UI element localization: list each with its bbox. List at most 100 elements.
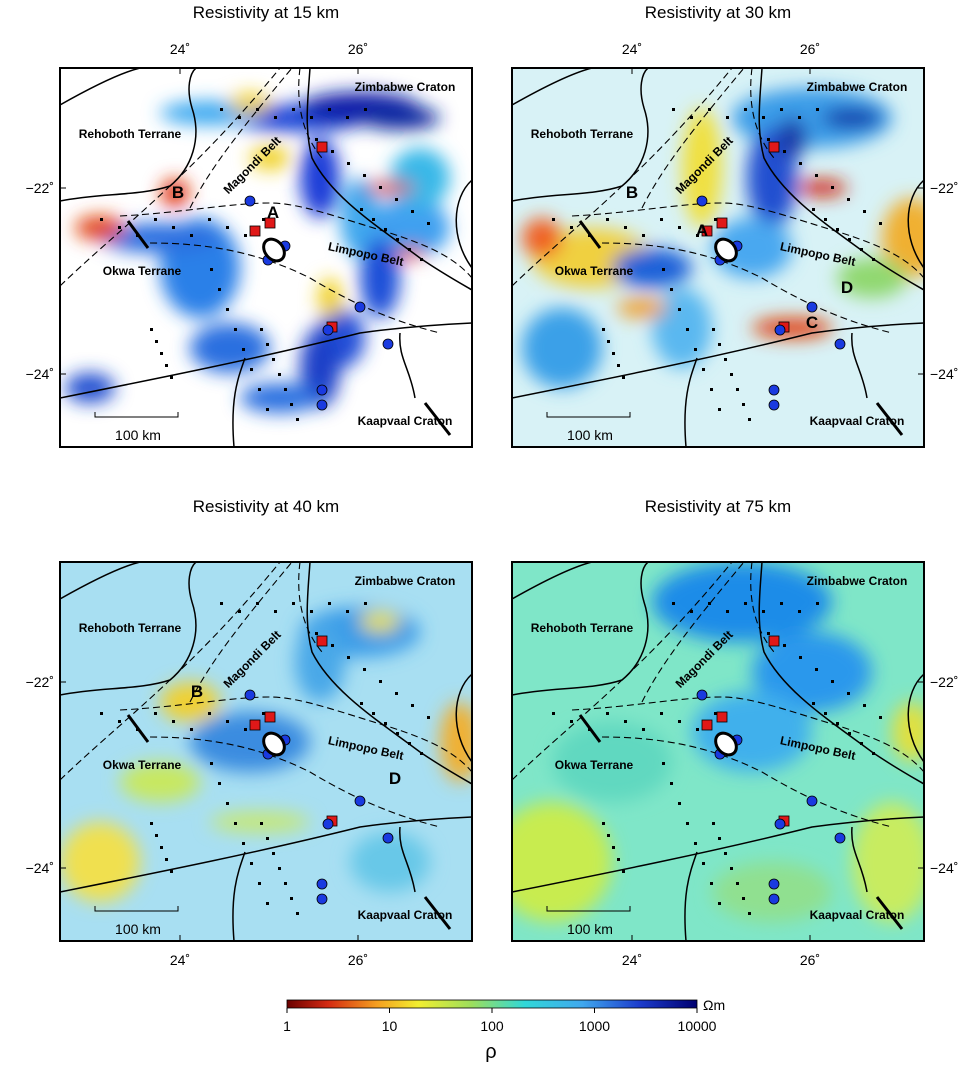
station: [262, 218, 265, 221]
station: [364, 108, 367, 111]
feature-letter: A: [267, 203, 279, 222]
station: [310, 116, 313, 119]
station: [690, 116, 693, 119]
station: [612, 846, 615, 849]
station: [284, 882, 287, 885]
station: [272, 358, 275, 361]
station: [863, 704, 866, 707]
station: [780, 108, 783, 111]
station: [360, 702, 363, 705]
panel-title: Resistivity at 40 km: [193, 497, 339, 516]
resistivity-blob: [365, 182, 415, 194]
scale-label: 100 km: [115, 921, 161, 937]
station: [730, 867, 733, 870]
station: [372, 712, 375, 715]
station: [150, 328, 153, 331]
feature-letter: C: [806, 313, 818, 332]
site-circle: [697, 196, 707, 206]
station: [742, 403, 745, 406]
station: [346, 610, 349, 613]
colorbar-tick-label: 1000: [579, 1018, 610, 1034]
station: [872, 258, 875, 261]
station: [328, 108, 331, 111]
station: [836, 722, 839, 725]
station: [118, 720, 121, 723]
station: [712, 328, 715, 331]
station: [815, 174, 818, 177]
station: [363, 668, 366, 671]
station: [190, 728, 193, 731]
station: [420, 258, 423, 261]
region-label: Rehoboth Terrane: [79, 621, 182, 635]
colorbar: [287, 1000, 697, 1008]
scale-label: 100 km: [115, 427, 161, 443]
region-label: Okwa Terrane: [555, 758, 634, 772]
feature-letter: D: [841, 278, 853, 297]
station: [155, 340, 158, 343]
station: [798, 116, 801, 119]
station: [274, 116, 277, 119]
region-label: Okwa Terrane: [103, 758, 182, 772]
station: [670, 288, 673, 291]
region-label: Kaapvaal Craton: [810, 908, 905, 922]
station: [347, 162, 350, 165]
resistivity-blob: [652, 562, 832, 642]
site-circle: [323, 325, 333, 335]
station: [331, 644, 334, 647]
station: [767, 632, 770, 635]
station: [310, 610, 313, 613]
resistivity-blob: [797, 180, 847, 196]
station: [154, 712, 157, 715]
station: [724, 852, 727, 855]
x-tick-label: 26˚: [348, 952, 368, 968]
station: [363, 174, 366, 177]
site-circle: [383, 339, 393, 349]
station: [815, 668, 818, 671]
station: [328, 602, 331, 605]
station: [274, 610, 277, 613]
feature-letter: D: [389, 769, 401, 788]
x-tick-label: 24˚: [170, 952, 190, 968]
station: [702, 862, 705, 865]
site-square: [317, 142, 327, 152]
station: [860, 742, 863, 745]
station: [736, 882, 739, 885]
region-label: Kaapvaal Craton: [358, 414, 453, 428]
scale-label: 100 km: [567, 427, 613, 443]
region-label: Rehoboth Terrane: [531, 127, 634, 141]
station: [408, 248, 411, 251]
region-label: Kaapvaal Craton: [810, 414, 905, 428]
y-tick-label: −24˚: [26, 366, 54, 382]
station: [242, 348, 245, 351]
resistivity-blob: [240, 383, 320, 413]
station: [624, 226, 627, 229]
site-circle: [775, 819, 785, 829]
station: [364, 602, 367, 605]
station: [160, 846, 163, 849]
station: [266, 837, 269, 840]
station: [607, 340, 610, 343]
station: [642, 234, 645, 237]
panel-title: Resistivity at 15 km: [193, 3, 339, 22]
station: [172, 720, 175, 723]
station: [256, 602, 259, 605]
station: [208, 712, 211, 715]
station: [315, 138, 318, 141]
station: [710, 388, 713, 391]
station: [678, 226, 681, 229]
station: [100, 712, 103, 715]
station: [266, 902, 269, 905]
station: [258, 388, 261, 391]
station: [744, 108, 747, 111]
station: [396, 732, 399, 735]
station: [234, 822, 237, 825]
station: [278, 867, 281, 870]
resistivity-blob: [360, 106, 440, 130]
feature-letter: B: [172, 183, 184, 202]
y-tick-label: −22˚: [930, 180, 958, 196]
site-square: [717, 712, 727, 722]
station: [160, 352, 163, 355]
station: [686, 328, 689, 331]
station: [226, 720, 229, 723]
station: [762, 116, 765, 119]
